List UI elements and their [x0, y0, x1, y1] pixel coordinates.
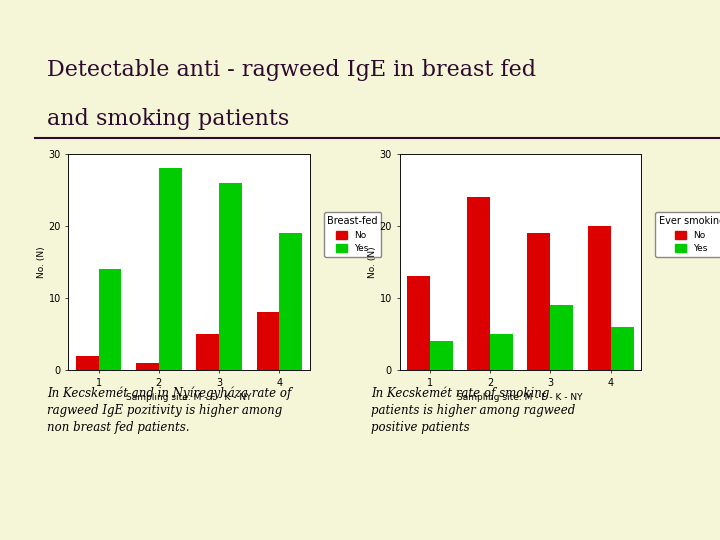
- Bar: [256, 312, 279, 370]
- Bar: [407, 276, 430, 370]
- Bar: [197, 334, 219, 370]
- Y-axis label: No. (N): No. (N): [368, 246, 377, 278]
- Bar: [76, 355, 99, 370]
- Bar: [528, 233, 550, 370]
- Text: In Kecskemét and in Nyíregyháza rate of
ragweed IgE pozitivity is higher among
n: In Kecskemét and in Nyíregyháza rate of …: [47, 386, 291, 434]
- X-axis label: Sampling site: M - F - K - NY: Sampling site: M - F - K - NY: [126, 393, 252, 402]
- Bar: [611, 327, 634, 370]
- Text: In Kecskemét rate of smoking
patients is higher among ragweed
positive patients: In Kecskemét rate of smoking patients is…: [371, 386, 575, 434]
- Text: Detectable anti - ragweed IgE in breast fed: Detectable anti - ragweed IgE in breast …: [47, 59, 536, 82]
- Bar: [588, 226, 611, 370]
- Bar: [550, 305, 573, 370]
- Bar: [490, 334, 513, 370]
- Bar: [467, 197, 490, 370]
- Legend: No, Yes: No, Yes: [655, 212, 720, 257]
- Text: and smoking patients: and smoking patients: [47, 108, 289, 130]
- Bar: [430, 341, 453, 370]
- Y-axis label: No. (N): No. (N): [37, 246, 45, 278]
- Bar: [219, 183, 242, 370]
- Bar: [279, 233, 302, 370]
- Bar: [159, 168, 181, 370]
- Legend: No, Yes: No, Yes: [324, 212, 382, 257]
- Bar: [99, 269, 122, 370]
- X-axis label: Sampling site: M - F - K - NY: Sampling site: M - F - K - NY: [457, 393, 583, 402]
- Bar: [136, 363, 159, 370]
